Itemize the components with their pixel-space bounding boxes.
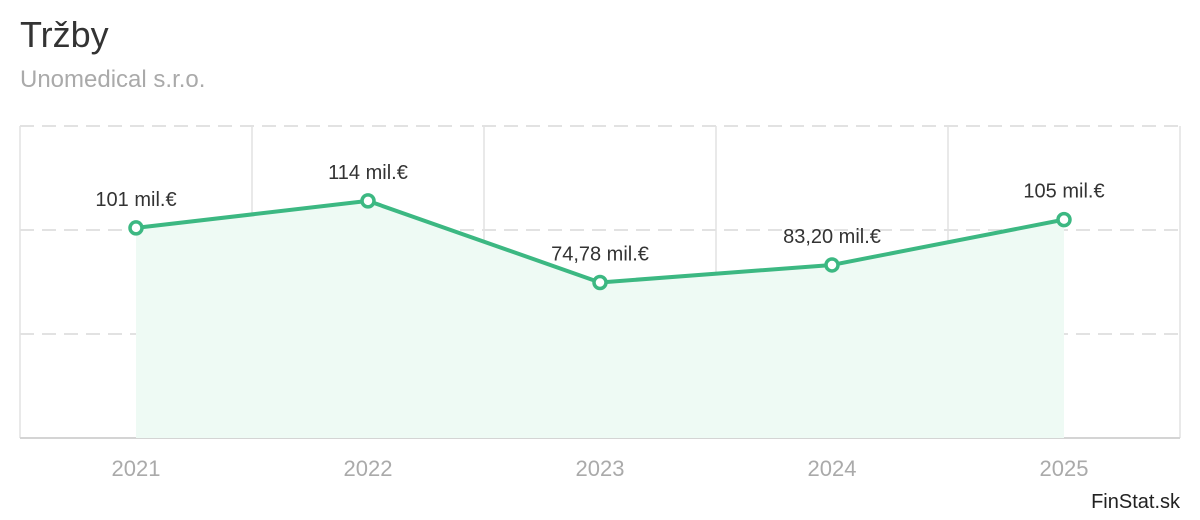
- data-label-2021: 101 mil.€: [95, 189, 176, 211]
- label-layer: 101 mil.€ 114 mil.€ 74,78 mil.€ 83,20 mil.€…: [95, 162, 1104, 266]
- series-area: [136, 200, 1064, 438]
- data-point-2023: [592, 274, 608, 291]
- data-label-2022: 114 mil.€: [328, 162, 408, 184]
- x-tick-label-2023: 2023: [576, 456, 625, 481]
- data-point-2021: [128, 220, 144, 236]
- data-label-2025: 105 mil.€: [1023, 181, 1104, 203]
- data-point-2025: [1056, 211, 1072, 228]
- x-tick-label-2021: 2021: [112, 456, 161, 481]
- point-layer: [128, 193, 1072, 291]
- x-tick-label-2025: 2025: [1040, 456, 1089, 481]
- tick-layer: 2021 2022 2023 2024 2025: [112, 456, 1089, 481]
- chart-subtitle: Unomedical s.r.o.: [20, 66, 206, 93]
- data-point-2024: [824, 257, 840, 273]
- x-tick-label-2024: 2024: [808, 456, 857, 481]
- chart-title: Tržby: [20, 14, 109, 55]
- finstat-brand[interactable]: FinStat.sk: [1091, 491, 1180, 513]
- data-label-2023: 74,78 mil.€: [551, 243, 649, 265]
- area-layer: [136, 200, 1064, 438]
- data-point-2022: [360, 193, 376, 209]
- data-label-2024: 83,20 mil.€: [783, 226, 881, 248]
- x-tick-label-2022: 2022: [344, 456, 393, 481]
